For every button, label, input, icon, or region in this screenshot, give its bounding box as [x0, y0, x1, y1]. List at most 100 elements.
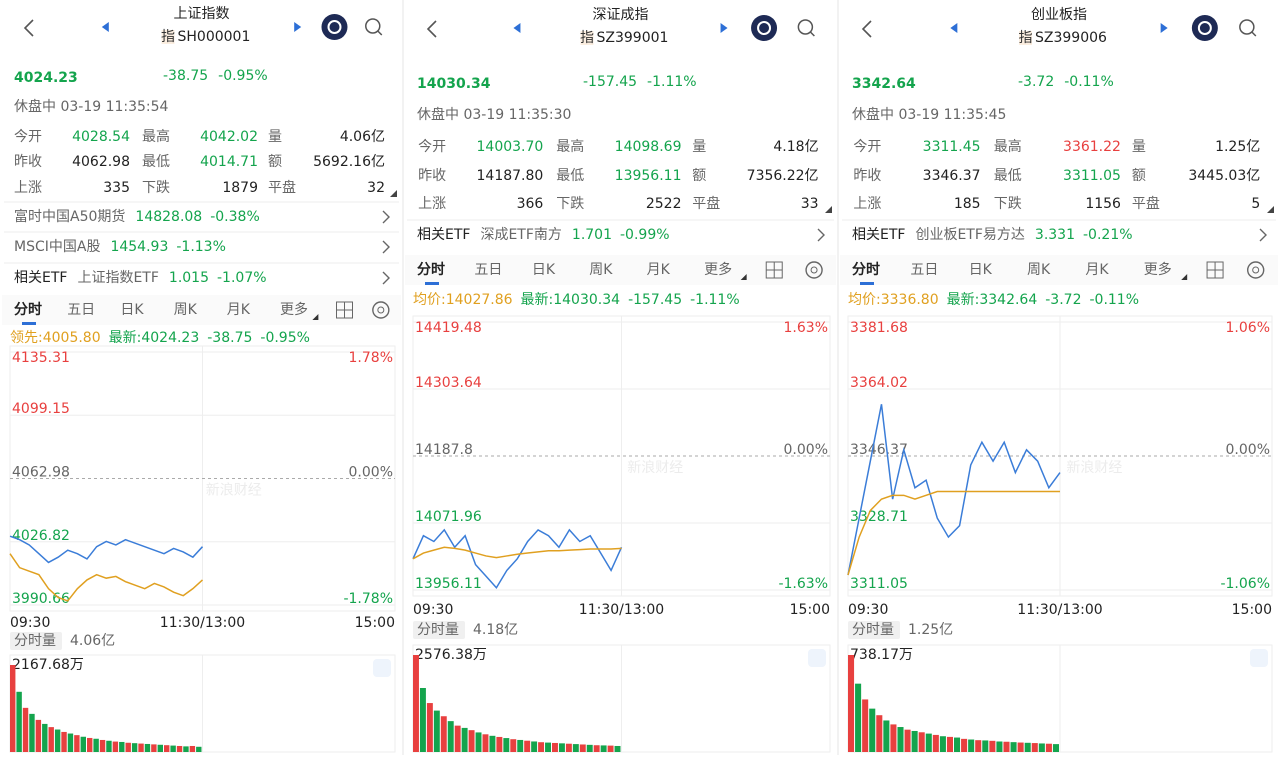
volume-bar	[876, 715, 883, 752]
ai-button[interactable]	[751, 15, 778, 41]
volume-bar	[164, 745, 170, 752]
ai-button[interactable]	[321, 14, 348, 40]
row-arrow[interactable]	[382, 210, 390, 224]
stat-value: 3311.45	[923, 139, 981, 155]
volume-tab-bg[interactable]	[413, 621, 465, 639]
row-arrow[interactable]	[817, 228, 825, 242]
tab[interactable]: 日K	[120, 302, 144, 318]
volume-bar	[35, 719, 42, 752]
tab[interactable]: 月K	[227, 302, 251, 318]
prev-index[interactable]	[101, 22, 109, 32]
volume-bar	[74, 735, 80, 752]
volume-bar	[119, 741, 125, 752]
search-button[interactable]	[1239, 19, 1255, 35]
volume-bar	[1003, 741, 1010, 752]
stat-value: 185	[954, 196, 981, 212]
tab[interactable]: 更多	[280, 301, 308, 318]
expand-button[interactable]	[373, 659, 391, 677]
settings-button[interactable]	[372, 301, 390, 319]
text-part: -0.11%	[1089, 292, 1139, 308]
volume-bar	[22, 707, 29, 752]
tab-underline	[860, 282, 874, 285]
tab[interactable]: 周K	[1027, 262, 1051, 278]
volume-bar	[883, 720, 890, 752]
tab[interactable]: 五日	[910, 262, 938, 278]
ai-button[interactable]	[1191, 15, 1218, 41]
settings-button[interactable]	[1246, 261, 1265, 279]
tab[interactable]: 更多	[704, 261, 732, 278]
volume-bar	[565, 743, 572, 752]
price-line	[412, 528, 623, 590]
stat-value: 3361.22	[1063, 139, 1121, 155]
volume-bar	[10, 665, 16, 752]
volume-bar	[189, 745, 196, 752]
next-index[interactable]	[1160, 23, 1168, 33]
row-arrow[interactable]	[1259, 228, 1267, 242]
volume-bar	[904, 729, 911, 752]
next-index[interactable]	[720, 23, 728, 33]
code-tag: 指	[1019, 30, 1033, 46]
volume-bar	[16, 691, 22, 752]
index-code: SH000001	[178, 29, 251, 45]
tab[interactable]: 日K	[969, 262, 993, 278]
stat-label: 额	[1132, 168, 1146, 184]
search-button[interactable]	[797, 19, 814, 35]
tab[interactable]: 五日	[474, 262, 502, 278]
stat-label: 最低	[556, 168, 584, 184]
next-index[interactable]	[294, 22, 302, 32]
stat-label: 下跌	[994, 196, 1022, 212]
tab[interactable]: 分时	[14, 301, 42, 318]
stat-label: 昨收	[418, 168, 446, 184]
text-part: MSCI中国A股	[14, 239, 100, 255]
prev-index[interactable]	[513, 23, 521, 33]
expand-button[interactable]	[1250, 649, 1268, 667]
settings-dot	[1252, 266, 1260, 274]
price: 3342.64	[852, 76, 916, 92]
more-corner	[1181, 274, 1188, 280]
back-button[interactable]	[426, 20, 437, 38]
y-tick-label: 14071.96	[415, 509, 482, 525]
volume-bar	[87, 737, 93, 752]
tab[interactable]: 分时	[417, 261, 445, 278]
row-arrow[interactable]	[382, 271, 390, 285]
volume-bar	[968, 739, 975, 752]
tab[interactable]: 分时	[852, 261, 880, 278]
text-part: -0.21%	[1083, 227, 1133, 243]
volume-bar	[1010, 742, 1017, 752]
volume-bar	[447, 721, 454, 752]
tab[interactable]: 更多	[1144, 261, 1172, 278]
stat-label: 额	[268, 154, 282, 170]
back-button[interactable]	[861, 20, 872, 38]
settings-button[interactable]	[805, 261, 823, 279]
code-tag-bg	[161, 30, 175, 44]
expand-button[interactable]	[808, 649, 826, 667]
tab[interactable]: 周K	[589, 262, 613, 278]
grid-button-lines	[766, 262, 783, 278]
back-button[interactable]	[23, 19, 34, 37]
text-part: -157.45	[583, 74, 637, 90]
ai-ring	[327, 20, 342, 34]
volume-tab-bg[interactable]	[10, 632, 62, 650]
tab[interactable]: 周K	[174, 302, 198, 318]
volume-bar	[954, 737, 961, 752]
tab[interactable]: 日K	[532, 262, 556, 278]
row-arrow[interactable]	[382, 240, 390, 254]
y-tick-label: 3328.71	[850, 509, 908, 525]
tab[interactable]: 月K	[1085, 262, 1109, 278]
volume-bar	[440, 716, 447, 752]
search-button[interactable]	[365, 18, 381, 34]
prev-index[interactable]	[950, 23, 958, 33]
volume-bar	[482, 734, 489, 752]
y2-tick-label: 1.06%	[1226, 320, 1270, 336]
tab[interactable]: 五日	[67, 302, 95, 318]
volume-tab-bg[interactable]	[848, 621, 900, 639]
y2-tick-label: 1.78%	[349, 350, 393, 366]
index-code: SZ399006	[1035, 30, 1107, 46]
text-part: 均价:3336.80	[848, 292, 939, 308]
stat-value: 5	[1251, 196, 1260, 212]
volume-total: 4.06亿	[70, 633, 115, 649]
tab[interactable]: 月K	[647, 262, 671, 278]
text-part: 最新:4024.23	[109, 330, 200, 346]
